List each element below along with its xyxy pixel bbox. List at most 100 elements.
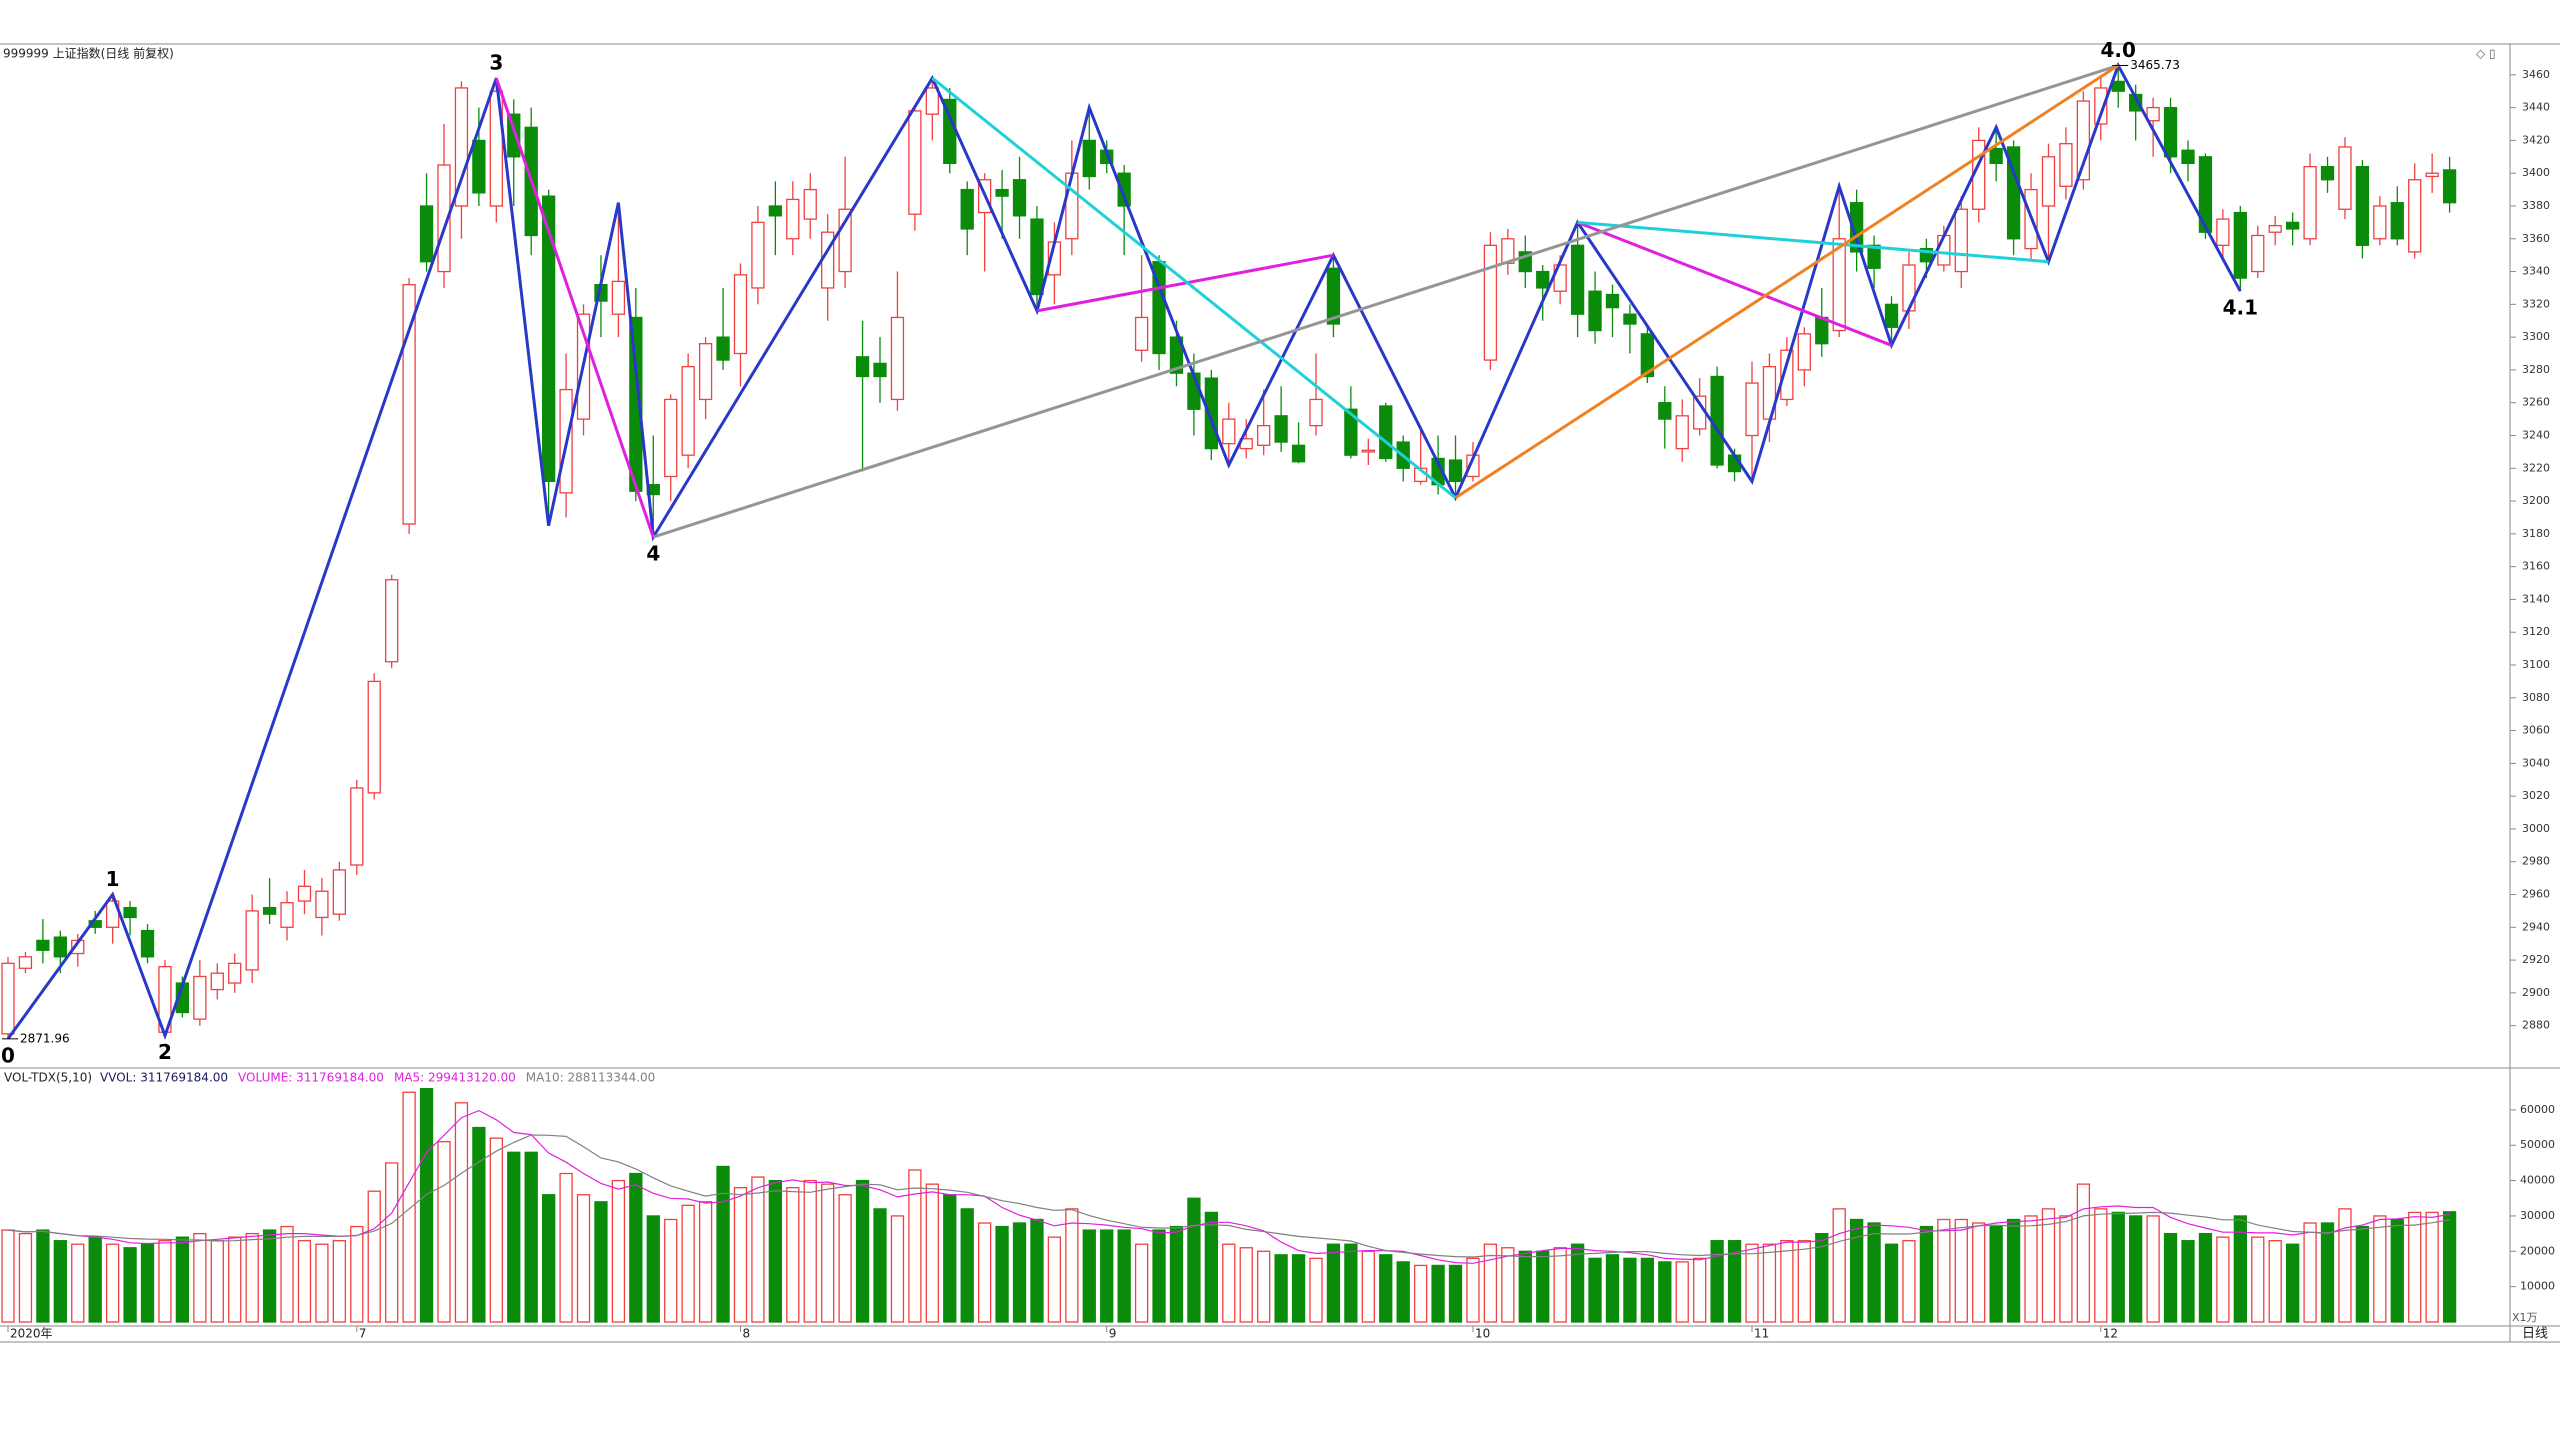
y-tick-label: 2920 <box>2522 953 2550 966</box>
volume-bar <box>1501 1247 1515 1323</box>
volume-bar <box>698 1201 713 1323</box>
volume-bar <box>1972 1222 1986 1323</box>
pivot-label: 3 <box>489 51 503 75</box>
candle-body <box>1745 382 1759 437</box>
volume-bar <box>1745 1243 1759 1323</box>
y-tick-label: 3260 <box>2522 396 2550 409</box>
candle-body <box>2059 143 2073 187</box>
icon[interactable]: ◇ ▯ <box>2476 47 2496 61</box>
y-tick-label: 3080 <box>2522 691 2550 704</box>
wave-line <box>1454 64 2120 500</box>
volume-bar <box>1431 1264 1445 1323</box>
volume-bar <box>2094 1208 2108 1323</box>
candle-body <box>454 87 469 207</box>
volume-bar <box>36 1229 50 1323</box>
volume-bar <box>664 1218 678 1323</box>
volume-bar <box>1797 1240 1811 1323</box>
volume-bar <box>332 1240 347 1323</box>
volume-tick-label: 10000 <box>2520 1280 2555 1293</box>
candle-body <box>1954 208 1968 273</box>
volume-bar <box>1919 1225 1934 1323</box>
candle-body <box>890 316 905 401</box>
candle-body <box>2251 234 2265 273</box>
volume-bar <box>2303 1222 2317 1323</box>
volume-bar <box>2425 1211 2439 1323</box>
candle-body <box>2233 211 2247 279</box>
candle-body <box>1536 270 1550 289</box>
candle-body <box>2355 165 2370 246</box>
volume-bar <box>2163 1232 2178 1323</box>
pivot-label: 1 <box>106 867 120 891</box>
candle-body <box>2303 165 2317 240</box>
volume-title: VOL-TDX(5,10) <box>4 1071 92 1085</box>
volume-bar <box>751 1176 765 1323</box>
legend-entry: MA10: 288113344.00 <box>526 1071 656 1085</box>
candle-body <box>402 284 416 525</box>
volume-bar <box>472 1126 486 1323</box>
volume-bar <box>925 1183 939 1323</box>
volume-bar <box>2373 1215 2387 1323</box>
volume-bar <box>1832 1208 1846 1323</box>
volume-bar <box>838 1194 852 1323</box>
volume-bar <box>768 1179 783 1323</box>
candle-body <box>489 90 503 207</box>
y-tick-label: 3000 <box>2522 822 2550 835</box>
volume-bar <box>489 1137 503 1323</box>
candle-body <box>210 972 224 991</box>
volume-bar <box>2268 1240 2282 1323</box>
ma5-line <box>7 1109 2450 1264</box>
volume-tick-label: 20000 <box>2520 1244 2555 1257</box>
candle-body <box>2442 169 2457 204</box>
candle-body <box>385 579 399 663</box>
candle-body <box>2111 80 2125 92</box>
volume-bar <box>1169 1225 1184 1323</box>
volume-bar <box>943 1194 957 1323</box>
candle-body <box>960 188 974 230</box>
candle-body <box>1867 244 1881 269</box>
candle-body <box>2163 106 2178 158</box>
candle-body <box>1274 415 1288 443</box>
y-tick-label: 3340 <box>2522 265 2550 278</box>
wave-line <box>1577 220 2049 264</box>
volume-bar <box>193 1232 207 1323</box>
volume-bar <box>1 1229 15 1323</box>
volume-bar <box>1030 1218 1044 1323</box>
volume-bar <box>419 1088 434 1323</box>
volume-bar <box>1448 1264 1463 1323</box>
candle-body <box>908 110 922 215</box>
candle-body <box>751 221 765 289</box>
volume-bar <box>716 1165 730 1323</box>
candle-body <box>1012 179 1027 217</box>
volume-bar <box>507 1151 521 1323</box>
candle-body <box>2041 156 2056 207</box>
volume-bar <box>53 1240 67 1323</box>
candle-body <box>315 890 329 919</box>
candle-body <box>2390 202 2404 240</box>
volume-bar <box>1222 1243 1236 1323</box>
volume-bar <box>995 1225 1009 1323</box>
price-label: 2871.96 <box>20 1031 70 1045</box>
x-tick-label: 9 <box>1109 1327 1117 1341</box>
volume-bar <box>245 1232 259 1323</box>
volume-bar <box>437 1141 451 1323</box>
candle-body <box>280 902 294 928</box>
volume-bar <box>1954 1218 1968 1323</box>
volume-bar <box>1640 1257 1655 1323</box>
volume-unit: X1万 <box>2512 1311 2538 1324</box>
volume-bar <box>228 1236 242 1323</box>
volume-bar <box>541 1194 556 1323</box>
x-tick-label: 10 <box>1475 1327 1490 1341</box>
candle-body <box>1780 349 1794 401</box>
y-tick-label: 3060 <box>2522 724 2550 737</box>
volume-bar <box>175 1236 190 1323</box>
volume-bar <box>1274 1254 1288 1323</box>
candle-body <box>1291 444 1306 463</box>
candle-body <box>2006 146 2021 240</box>
volume-bar <box>1849 1218 1864 1323</box>
volume-bar <box>367 1190 381 1323</box>
wave-line <box>1577 221 1893 347</box>
x-tick-label: 7 <box>359 1327 367 1341</box>
volume-bar <box>908 1169 922 1323</box>
ma10-line <box>7 1134 2450 1258</box>
candle-body <box>716 336 730 361</box>
